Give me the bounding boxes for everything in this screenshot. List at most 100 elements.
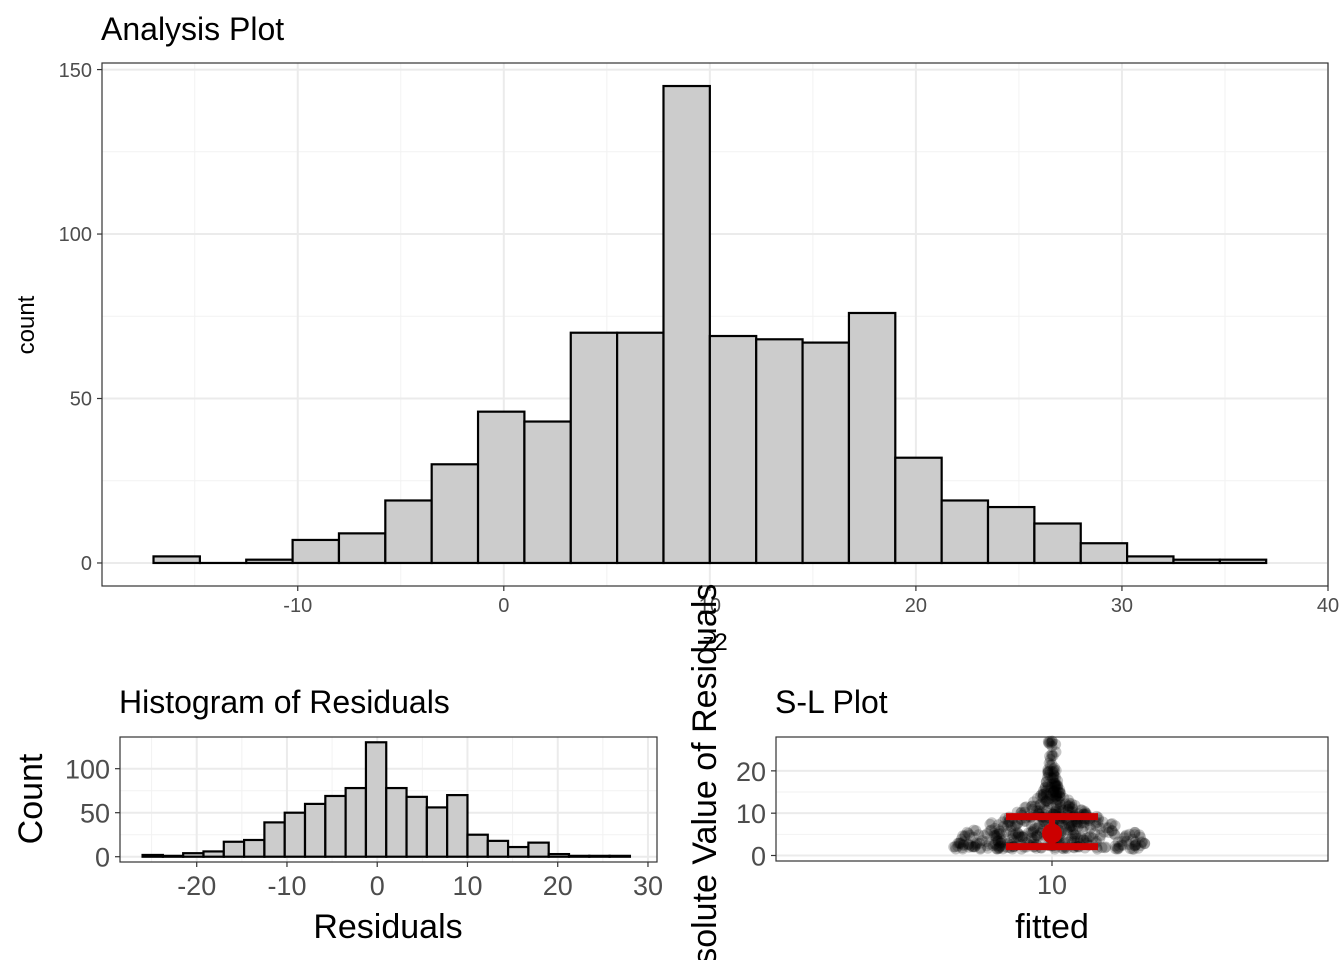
residual-point: [1052, 790, 1063, 801]
histogram-bar: [432, 464, 478, 563]
histogram-bar: [183, 853, 203, 857]
sl-plot-x-ticks: 10: [1037, 861, 1067, 900]
histogram-bar: [143, 855, 163, 857]
histogram-bar: [488, 841, 508, 857]
residual-point: [1023, 828, 1034, 839]
histogram-bar: [386, 788, 406, 857]
y-tick-label: 150: [59, 60, 92, 82]
histogram-bar: [285, 813, 305, 857]
histogram-bar: [366, 742, 386, 856]
residual-point: [1134, 829, 1145, 840]
histogram-bar: [756, 339, 802, 563]
y-tick-label: 50: [80, 798, 110, 828]
residual-point: [1089, 828, 1100, 839]
analysis-bars: [154, 86, 1267, 563]
analysis-y-ticks: 0 50 100 150: [59, 60, 102, 575]
x-tick-label: -20: [177, 871, 216, 901]
histogram-bar: [447, 795, 467, 857]
histogram-bar: [663, 86, 709, 563]
histogram-bar: [617, 333, 663, 563]
histogram-bar: [346, 788, 366, 857]
histogram-bar: [1081, 543, 1127, 563]
residual-point: [967, 841, 978, 852]
residual-point: [982, 840, 993, 851]
histogram-bar: [1173, 560, 1219, 563]
histogram-bar: [589, 856, 609, 857]
x-tick-label: 10: [1037, 870, 1067, 900]
histogram-bar: [1034, 524, 1080, 563]
residual-point: [1064, 819, 1075, 830]
histogram-bar: [710, 336, 756, 563]
residual-histogram-y-label: Count: [12, 753, 50, 844]
sl-plot-y-label: Absolute Value of Residuals: [686, 584, 724, 960]
residual-histogram-plot: Histogram of Residuals -20 -10 0 10 20 30 050…: [12, 684, 663, 946]
y-tick-label: 0: [751, 841, 766, 871]
histogram-bar: [988, 507, 1034, 563]
x-tick-label: -10: [283, 595, 312, 617]
histogram-bar: [339, 533, 385, 563]
histogram-bar: [569, 856, 589, 857]
histogram-bar: [203, 851, 223, 856]
y-tick-label: 100: [59, 224, 92, 246]
histogram-bar: [293, 540, 339, 563]
x-tick-label: 40: [1317, 595, 1339, 617]
histogram-bar: [305, 804, 325, 857]
y-tick-label: 50: [70, 389, 92, 411]
histogram-bar: [467, 835, 487, 857]
residual-point: [1038, 789, 1049, 800]
y-tick-label: 0: [81, 553, 92, 575]
residual-point: [989, 830, 1000, 841]
residual-point: [1067, 830, 1078, 841]
x-tick-label: 20: [543, 871, 573, 901]
histogram-bar: [385, 500, 431, 562]
histogram-bar: [478, 412, 524, 563]
residual-point: [1002, 820, 1013, 831]
analysis-title: Analysis Plot: [101, 11, 284, 47]
x-tick-label: 0: [498, 595, 509, 617]
histogram-bar: [325, 796, 345, 857]
histogram-bar: [895, 458, 941, 563]
residual-point: [1043, 769, 1054, 780]
histogram-bar: [154, 556, 200, 563]
residual-histogram-title: Histogram of Residuals: [119, 684, 450, 720]
x-tick-label: -10: [267, 871, 306, 901]
x-tick-label: 20: [905, 595, 927, 617]
histogram-bar: [427, 807, 447, 856]
x-tick-label: 30: [1111, 595, 1133, 617]
sl-plot: S-L Plot 10 01020 fitted Absolute Value …: [686, 584, 1328, 960]
histogram-bar: [549, 854, 569, 857]
histogram-bar: [803, 343, 849, 563]
residual-point: [1047, 759, 1058, 770]
histogram-bar: [224, 842, 244, 857]
residual-histogram-y-ticks: 050100: [65, 754, 120, 872]
x-tick-label: 0: [370, 871, 385, 901]
histogram-bar: [610, 856, 630, 857]
histogram-bar: [1127, 556, 1173, 563]
histogram-bar: [571, 333, 617, 563]
residual-histogram-x-label: Residuals: [313, 908, 462, 946]
histogram-bar: [508, 847, 528, 857]
histogram-bar: [407, 797, 427, 857]
sl-plot-y-ticks: 01020: [736, 757, 776, 872]
analysis-x-ticks: -10 0 10 20 30 40: [283, 586, 1339, 617]
histogram-bar: [246, 560, 292, 563]
y-tick-label: 20: [736, 757, 766, 787]
mean-point: [1042, 823, 1062, 843]
histogram-bar: [1220, 560, 1266, 563]
sl-plot-x-label: fitted: [1015, 908, 1089, 946]
residual-point: [994, 841, 1005, 852]
x-tick-label: 10: [452, 871, 482, 901]
histogram-bar: [264, 822, 284, 856]
analysis-plot: Analysis Plot -10 0 10 20 30 40 050100150 z2 …: [13, 11, 1339, 656]
y-tick-label: 0: [95, 842, 110, 872]
residual-point: [1066, 798, 1077, 809]
histogram-bar: [849, 313, 895, 563]
analysis-y-label: count: [13, 295, 40, 354]
histogram-bar: [524, 422, 570, 563]
histogram-bar: [163, 856, 183, 857]
x-tick-label: 30: [633, 871, 663, 901]
histogram-bar: [244, 840, 264, 857]
histogram-bar: [528, 843, 548, 857]
residual-point: [1113, 837, 1124, 848]
residual-point: [1047, 741, 1058, 752]
